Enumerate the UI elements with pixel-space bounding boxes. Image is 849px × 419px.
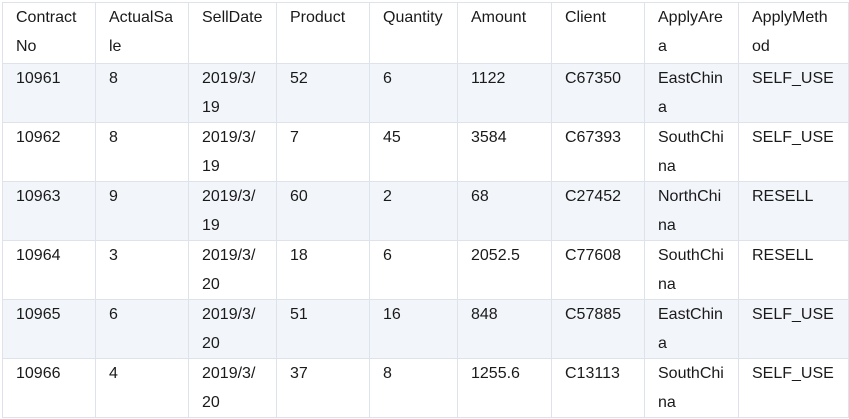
cell-amount[interactable]: 2052.5 bbox=[458, 241, 552, 300]
cell-applymethod[interactable]: SELF_USE bbox=[739, 300, 849, 359]
cell-quantity[interactable]: 2 bbox=[370, 182, 458, 241]
cell-applymethod[interactable]: SELF_USE bbox=[739, 64, 849, 123]
cell-client[interactable]: C67393 bbox=[552, 123, 645, 182]
cell-product[interactable]: 18 bbox=[277, 241, 370, 300]
table-row[interactable]: 10965 6 2019/3/20 51 16 848 C57885 EastChina SEL… bbox=[3, 300, 849, 359]
table-row[interactable]: 10962 8 2019/3/19 7 45 3584 C67393 SouthChina SE… bbox=[3, 123, 849, 182]
cell-product[interactable]: 60 bbox=[277, 182, 370, 241]
cell-amount[interactable]: 1122 bbox=[458, 64, 552, 123]
cell-selldate[interactable]: 2019/3/20 bbox=[189, 300, 277, 359]
cell-selldate[interactable]: 2019/3/20 bbox=[189, 241, 277, 300]
cell-selldate[interactable]: 2019/3/19 bbox=[189, 64, 277, 123]
column-header-actualsale[interactable]: ActualSale bbox=[96, 3, 189, 64]
column-header-applyarea[interactable]: ApplyArea bbox=[645, 3, 739, 64]
cell-applymethod[interactable]: RESELL bbox=[739, 241, 849, 300]
table-row[interactable]: 10966 4 2019/3/20 37 8 1255.6 C13113 SouthChina… bbox=[3, 359, 849, 418]
cell-contractno[interactable]: 10965 bbox=[3, 300, 96, 359]
cell-quantity[interactable]: 16 bbox=[370, 300, 458, 359]
cell-client[interactable]: C77608 bbox=[552, 241, 645, 300]
cell-contractno[interactable]: 10966 bbox=[3, 359, 96, 418]
cell-actualsale[interactable]: 4 bbox=[96, 359, 189, 418]
cell-client[interactable]: C27452 bbox=[552, 182, 645, 241]
cell-contractno[interactable]: 10964 bbox=[3, 241, 96, 300]
cell-quantity[interactable]: 6 bbox=[370, 241, 458, 300]
cell-actualsale[interactable]: 9 bbox=[96, 182, 189, 241]
cell-quantity[interactable]: 45 bbox=[370, 123, 458, 182]
cell-applyarea[interactable]: EastChina bbox=[645, 64, 739, 123]
cell-applymethod[interactable]: RESELL bbox=[739, 182, 849, 241]
cell-amount[interactable]: 848 bbox=[458, 300, 552, 359]
column-header-applymethod[interactable]: ApplyMethod bbox=[739, 3, 849, 64]
grid-body: 10961 8 2019/3/19 52 6 1122 C67350 EastChina SEL… bbox=[3, 64, 849, 418]
table-row[interactable]: 10961 8 2019/3/19 52 6 1122 C67350 EastChina SEL… bbox=[3, 64, 849, 123]
table-row[interactable]: 10963 9 2019/3/19 60 2 68 C27452 NorthChina RESE… bbox=[3, 182, 849, 241]
column-header-product[interactable]: Product bbox=[277, 3, 370, 64]
cell-product[interactable]: 51 bbox=[277, 300, 370, 359]
cell-applymethod[interactable]: SELF_USE bbox=[739, 123, 849, 182]
cell-amount[interactable]: 3584 bbox=[458, 123, 552, 182]
column-header-quantity[interactable]: Quantity bbox=[370, 3, 458, 64]
cell-applyarea[interactable]: SouthChina bbox=[645, 241, 739, 300]
cell-actualsale[interactable]: 6 bbox=[96, 300, 189, 359]
cell-product[interactable]: 7 bbox=[277, 123, 370, 182]
cell-selldate[interactable]: 2019/3/19 bbox=[189, 182, 277, 241]
cell-applyarea[interactable]: SouthChina bbox=[645, 359, 739, 418]
cell-client[interactable]: C67350 bbox=[552, 64, 645, 123]
cell-selldate[interactable]: 2019/3/19 bbox=[189, 123, 277, 182]
cell-applyarea[interactable]: NorthChina bbox=[645, 182, 739, 241]
cell-contractno[interactable]: 10961 bbox=[3, 64, 96, 123]
cell-quantity[interactable]: 8 bbox=[370, 359, 458, 418]
cell-actualsale[interactable]: 8 bbox=[96, 64, 189, 123]
cell-product[interactable]: 52 bbox=[277, 64, 370, 123]
cell-quantity[interactable]: 6 bbox=[370, 64, 458, 123]
table-row[interactable]: 10964 3 2019/3/20 18 6 2052.5 C77608 SouthChina… bbox=[3, 241, 849, 300]
cell-actualsale[interactable]: 8 bbox=[96, 123, 189, 182]
column-header-selldate[interactable]: SellDate bbox=[189, 3, 277, 64]
header-row: ContractNo ActualSale SellDate Product Quant… bbox=[3, 3, 849, 64]
cell-applyarea[interactable]: SouthChina bbox=[645, 123, 739, 182]
cell-client[interactable]: C57885 bbox=[552, 300, 645, 359]
cell-applyarea[interactable]: EastChina bbox=[645, 300, 739, 359]
cell-amount[interactable]: 1255.6 bbox=[458, 359, 552, 418]
cell-contractno[interactable]: 10962 bbox=[3, 123, 96, 182]
cell-client[interactable]: C13113 bbox=[552, 359, 645, 418]
column-header-contractno[interactable]: ContractNo bbox=[3, 3, 96, 64]
cell-applymethod[interactable]: SELF_USE bbox=[739, 359, 849, 418]
column-header-amount[interactable]: Amount bbox=[458, 3, 552, 64]
cell-amount[interactable]: 68 bbox=[458, 182, 552, 241]
column-header-client[interactable]: Client bbox=[552, 3, 645, 64]
cell-selldate[interactable]: 2019/3/20 bbox=[189, 359, 277, 418]
cell-contractno[interactable]: 10963 bbox=[3, 182, 96, 241]
cell-actualsale[interactable]: 3 bbox=[96, 241, 189, 300]
cell-product[interactable]: 37 bbox=[277, 359, 370, 418]
